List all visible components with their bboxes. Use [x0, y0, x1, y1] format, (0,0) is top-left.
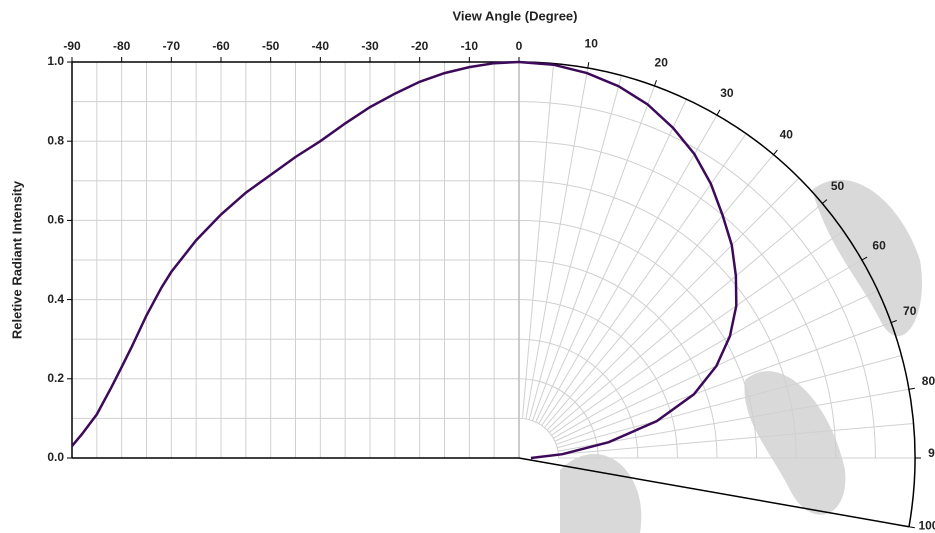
- series-line: [518, 60, 738, 460]
- theta-limit: [518, 457, 910, 528]
- theta-tick-label: 90: [928, 446, 935, 460]
- theta-tick: [773, 149, 778, 155]
- watermark-shape: [560, 453, 642, 533]
- theta-tick: [822, 199, 828, 204]
- theta-tick: [861, 256, 868, 261]
- grid-spoke: [528, 75, 622, 420]
- x-tick-label: -10: [461, 39, 479, 53]
- series-line: [71, 60, 520, 447]
- grid-spoke: [556, 322, 892, 445]
- y-tick-label: 0.2: [47, 371, 64, 385]
- watermark-shape: [812, 179, 922, 337]
- grid-spoke: [541, 133, 747, 426]
- x-tick-label: 0: [516, 39, 523, 53]
- x-tick-label: -60: [212, 39, 230, 53]
- theta-tick: [587, 62, 590, 69]
- grid-spoke: [544, 154, 774, 428]
- theta-tick-label: 50: [831, 179, 845, 193]
- theta-tick: [908, 526, 915, 529]
- theta-tick-label: 70: [903, 304, 917, 318]
- grid-spoke: [558, 422, 914, 456]
- theta-tick-label: 30: [720, 86, 734, 100]
- theta-tick-label: 10: [585, 37, 599, 51]
- theta-tick-label: 40: [780, 128, 794, 142]
- grid-spoke: [525, 67, 589, 420]
- x-tick-label: -40: [312, 39, 330, 53]
- x-tick-label: -50: [262, 39, 280, 53]
- x-tick-label: -80: [113, 39, 131, 53]
- grid-spoke: [546, 177, 800, 431]
- grid-spoke: [553, 259, 863, 439]
- theta-tick: [653, 80, 657, 87]
- grid-spoke: [551, 230, 844, 436]
- theta-tick-label: 60: [872, 238, 886, 252]
- x-tick-label: -90: [63, 39, 81, 53]
- grid-spoke: [538, 114, 718, 424]
- watermark: [560, 179, 922, 533]
- theta-tick: [716, 109, 721, 116]
- theta-tick: [890, 320, 897, 324]
- y-tick-label: 0.8: [47, 133, 64, 147]
- grid-spoke: [521, 63, 555, 419]
- grid-spoke: [557, 388, 910, 452]
- theta-tick: [908, 387, 915, 390]
- y-tick-label: 1.0: [47, 54, 64, 68]
- theta-tick-label: 100: [918, 518, 935, 532]
- theta-tick-label: 80: [922, 374, 935, 388]
- y-tick-label: 0.6: [47, 213, 64, 227]
- y-tick-label: 0.0: [47, 450, 64, 464]
- y-tick-label: 0.4: [47, 292, 64, 306]
- grid-spoke: [535, 98, 687, 423]
- theta-tick-label: 20: [655, 55, 669, 69]
- x-tick-label: -30: [361, 39, 379, 53]
- x-tick-label: -20: [411, 39, 429, 53]
- grid-spoke: [549, 203, 823, 433]
- chart-title: View Angle (Degree): [453, 8, 578, 23]
- y-axis-label: Reletive Radiant Intensity: [9, 180, 24, 339]
- watermark-shape: [744, 371, 846, 515]
- grid-spoke: [557, 355, 902, 449]
- x-tick-label: -70: [163, 39, 181, 53]
- grid-spoke: [532, 85, 655, 421]
